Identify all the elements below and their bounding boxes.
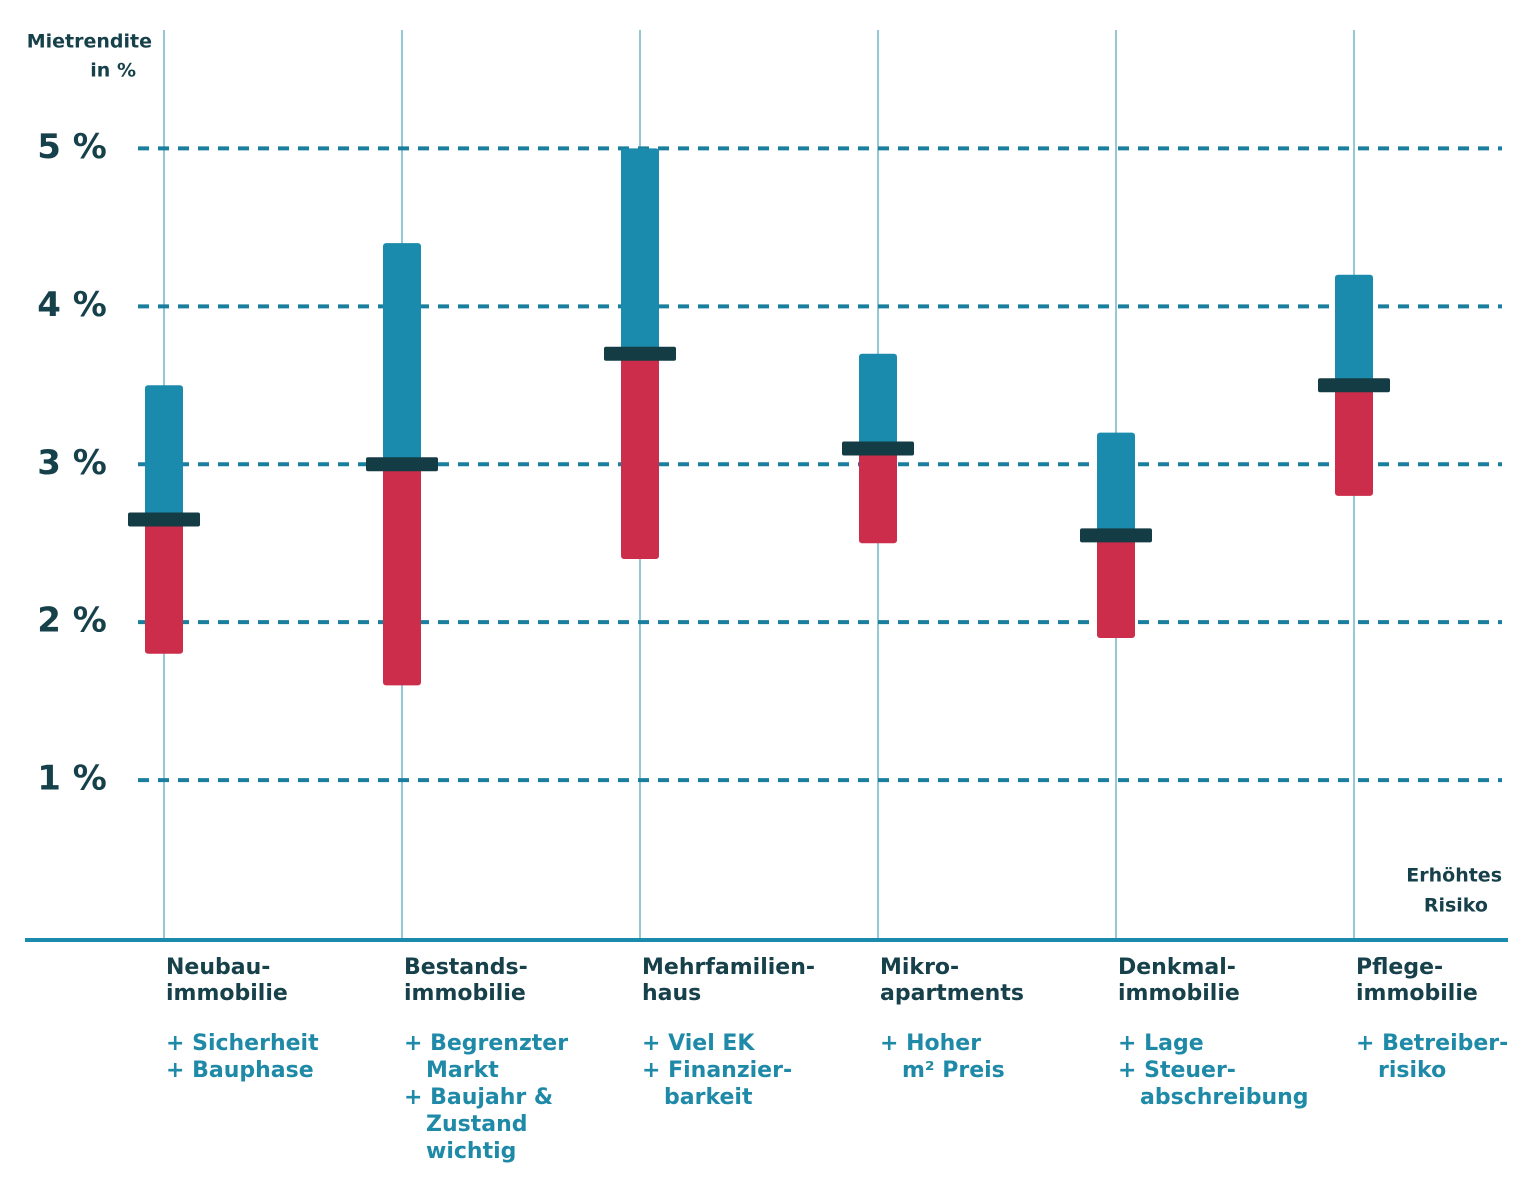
category-note: abschreibung	[1140, 1085, 1309, 1110]
range-low	[621, 353, 659, 560]
range-low	[859, 448, 897, 544]
category-note: + Lage	[1118, 1031, 1204, 1056]
category-note: + Bauphase	[166, 1058, 314, 1083]
category-note: Zustand	[426, 1112, 527, 1137]
median-marker	[842, 441, 914, 456]
median-marker	[604, 346, 676, 361]
x-tick-label: Denkmal-	[1118, 955, 1236, 980]
annotation: Risiko	[1424, 895, 1488, 917]
median-marker	[128, 512, 200, 527]
category-note: + Steuer-	[1118, 1058, 1236, 1083]
range-low	[1097, 535, 1135, 638]
x-tick-label: Mikro-	[880, 955, 959, 980]
category-note: Markt	[426, 1058, 499, 1083]
x-tick-label: immobilie	[166, 981, 288, 1006]
x-tick-label: Pflege-	[1356, 955, 1443, 980]
x-tick-label: Bestands-	[404, 955, 528, 980]
range-high	[859, 353, 897, 449]
y-tick-label: 2 %	[37, 601, 107, 641]
range-high	[1335, 274, 1373, 386]
x-tick-label: immobilie	[1356, 981, 1478, 1006]
range-high	[621, 148, 659, 354]
y-tick-label: 5 %	[37, 127, 107, 167]
category-note: + Hoher	[880, 1031, 981, 1056]
range-high	[145, 385, 183, 520]
median-marker	[366, 457, 438, 472]
category-note: + Betreiber-	[1356, 1031, 1508, 1056]
range-high	[383, 243, 421, 465]
range-low	[383, 464, 421, 686]
y-axis-title: Mietrendite	[27, 31, 152, 53]
category-note: + Sicherheit	[166, 1031, 319, 1056]
category-note: + Finanzier-	[642, 1058, 792, 1083]
range-low	[145, 519, 183, 654]
category-note: risiko	[1378, 1058, 1446, 1083]
category-note: + Viel EK	[642, 1031, 755, 1056]
category-note: + Begrenzter	[404, 1031, 568, 1056]
median-marker	[1318, 378, 1390, 393]
category-note: + Baujahr &	[404, 1085, 553, 1110]
y-tick-label: 4 %	[37, 285, 107, 325]
y-tick-label: 1 %	[37, 759, 107, 799]
median-marker	[1080, 528, 1152, 543]
range-high	[1097, 432, 1135, 536]
x-tick-label: Mehrfamilien-	[642, 955, 815, 980]
annotation: Erhöhtes	[1406, 865, 1502, 887]
category-note: wichtig	[426, 1139, 516, 1164]
range-low	[1335, 385, 1373, 496]
x-tick-label: apartments	[880, 981, 1024, 1006]
x-tick-label: immobilie	[1118, 981, 1240, 1006]
category-note: barkeit	[664, 1085, 753, 1110]
y-tick-label: 3 %	[37, 443, 107, 483]
y-axis-title: in %	[90, 60, 136, 82]
x-tick-label: Neubau-	[166, 955, 270, 980]
x-tick-label: haus	[642, 981, 701, 1006]
x-tick-label: immobilie	[404, 981, 526, 1006]
category-note: m² Preis	[902, 1058, 1005, 1083]
